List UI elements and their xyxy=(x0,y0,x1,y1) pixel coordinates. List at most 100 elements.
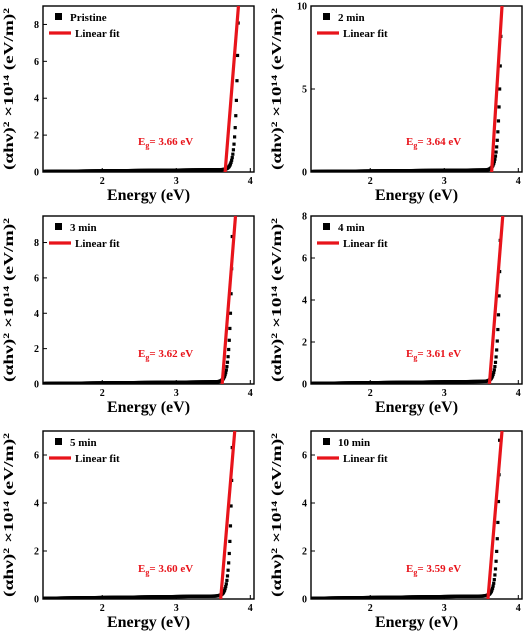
y-tick-label: 0 xyxy=(34,595,39,606)
data-point xyxy=(231,148,236,152)
y-tick-label: 2 xyxy=(302,547,307,558)
x-axis-title: Energy (eV) xyxy=(375,614,458,631)
x-tick-label: 2 xyxy=(368,176,373,187)
data-point xyxy=(492,578,496,582)
data-point xyxy=(223,373,227,377)
data-point xyxy=(493,573,497,577)
data-point xyxy=(234,98,238,102)
panel-10min: 2 3 4 0 2 4 6 10 min Linear fit Eg= 3.59 eV Energy… xyxy=(270,430,523,631)
x-tick-label: 4 xyxy=(516,176,521,187)
data-point xyxy=(223,587,227,591)
data-point xyxy=(226,355,230,359)
data-point xyxy=(227,551,231,556)
linear-fit-line xyxy=(486,431,504,599)
y-tick-label: 6 xyxy=(302,254,307,265)
y-tick-label: 4 xyxy=(302,296,307,307)
data-point xyxy=(225,574,230,578)
data-point xyxy=(491,372,495,377)
y-tick-label: 6 xyxy=(302,451,307,462)
data-series xyxy=(311,6,504,172)
band-gap-label: Eg= 3.64 eV xyxy=(406,136,461,150)
x-tick-label: 2 xyxy=(100,603,105,614)
linear-fit-line xyxy=(223,6,241,172)
x-tick-label: 3 xyxy=(174,603,179,614)
data-point xyxy=(228,326,232,331)
y-tick-label: 2 xyxy=(34,547,39,558)
data-point xyxy=(229,292,233,296)
x-tick-label: 3 xyxy=(442,603,447,614)
data-point xyxy=(492,581,496,585)
data-point xyxy=(233,126,237,130)
data-point xyxy=(491,584,495,588)
data-point xyxy=(498,64,502,68)
band-gap-label: Eg= 3.61 eV xyxy=(406,348,461,362)
y-tick-label: 6 xyxy=(34,451,39,462)
data-point xyxy=(229,160,233,164)
y-tick-label: 10 xyxy=(297,2,307,13)
y-axis-title: (αhν)² ×10¹⁴ (eV/m)² xyxy=(2,218,17,382)
band-gap-symbol: E xyxy=(138,563,145,575)
x-tick-label: 2 xyxy=(368,603,373,614)
legend-label: 10 min xyxy=(338,437,370,449)
panel-4min: 2 3 4 0 2 4 6 8 4 min Linear fit Eg= 3.61 eV Energy… xyxy=(270,212,523,416)
plot-frame xyxy=(42,430,255,600)
y-tick-label: 0 xyxy=(34,168,39,179)
x-tick-label: 2 xyxy=(100,388,105,399)
data-series xyxy=(43,216,238,384)
y-axis-title: (αhν)² ×10¹⁴ (eV/m)² xyxy=(270,218,285,382)
panel-2min: 2 3 4 0 5 10 2 min Linear fit Eg= 3.64 eV Energy … xyxy=(270,2,523,204)
data-series xyxy=(43,6,241,172)
data-series xyxy=(311,431,504,599)
data-point xyxy=(225,578,229,582)
data-point xyxy=(496,119,501,123)
legend-label: Linear fit xyxy=(75,28,120,40)
band-gap-symbol: E xyxy=(138,348,145,360)
band-gap-label: Eg= 3.60 eV xyxy=(138,563,193,577)
y-tick-label: 5 xyxy=(302,85,307,96)
x-axis-title: Energy (eV) xyxy=(375,187,458,204)
y-tick-label: 8 xyxy=(34,238,39,249)
data-point xyxy=(493,567,498,571)
panel-5min: 2 3 4 0 2 4 6 5 min Linear fit Eg= 3.60 eV Energy … xyxy=(2,430,255,631)
y-tick-label: 4 xyxy=(34,94,39,105)
panel-3min: 2 3 4 0 2 4 6 8 3 min Linear fit Eg= 3.62 eV Energy… xyxy=(2,215,255,416)
y-tick-label: 0 xyxy=(34,380,39,391)
legend-label: 3 min xyxy=(70,222,97,234)
legend-marker-swatch xyxy=(323,438,330,445)
data-point xyxy=(494,355,498,359)
band-gap-subscript: g xyxy=(145,141,149,150)
data-point xyxy=(496,499,501,504)
band-gap-value: = 3.66 eV xyxy=(149,136,193,148)
data-point xyxy=(230,158,234,162)
data-point xyxy=(222,374,227,378)
x-axis-title: Energy (eV) xyxy=(107,399,190,416)
data-point xyxy=(235,79,239,83)
legend: 5 min Linear fit xyxy=(49,437,120,465)
y-tick-label: 6 xyxy=(34,273,39,284)
legend: 3 min Linear fit xyxy=(49,222,120,250)
band-gap-value: = 3.59 eV xyxy=(417,563,461,575)
linear-fit-line xyxy=(490,6,504,172)
legend: 4 min Linear fit xyxy=(317,222,388,250)
data-point xyxy=(227,561,231,565)
data-point xyxy=(230,234,234,239)
data-point xyxy=(493,364,497,369)
data-point xyxy=(224,368,228,372)
band-gap-label: Eg= 3.62 eV xyxy=(138,348,193,362)
data-point xyxy=(492,370,496,375)
y-tick-label: 0 xyxy=(302,595,307,606)
y-tick-label: 0 xyxy=(302,380,307,391)
data-point xyxy=(228,524,233,528)
data-series xyxy=(311,216,505,384)
data-point xyxy=(231,152,235,156)
legend-marker-swatch xyxy=(55,438,62,445)
data-point xyxy=(494,150,498,154)
band-gap-value: = 3.61 eV xyxy=(417,348,461,360)
x-tick-label: 4 xyxy=(516,388,521,399)
x-tick-label: 4 xyxy=(516,603,521,614)
linear-fit-line xyxy=(220,216,238,384)
data-point xyxy=(232,142,236,146)
data-point xyxy=(224,582,228,586)
band-gap-label: Eg= 3.59 eV xyxy=(406,563,461,577)
